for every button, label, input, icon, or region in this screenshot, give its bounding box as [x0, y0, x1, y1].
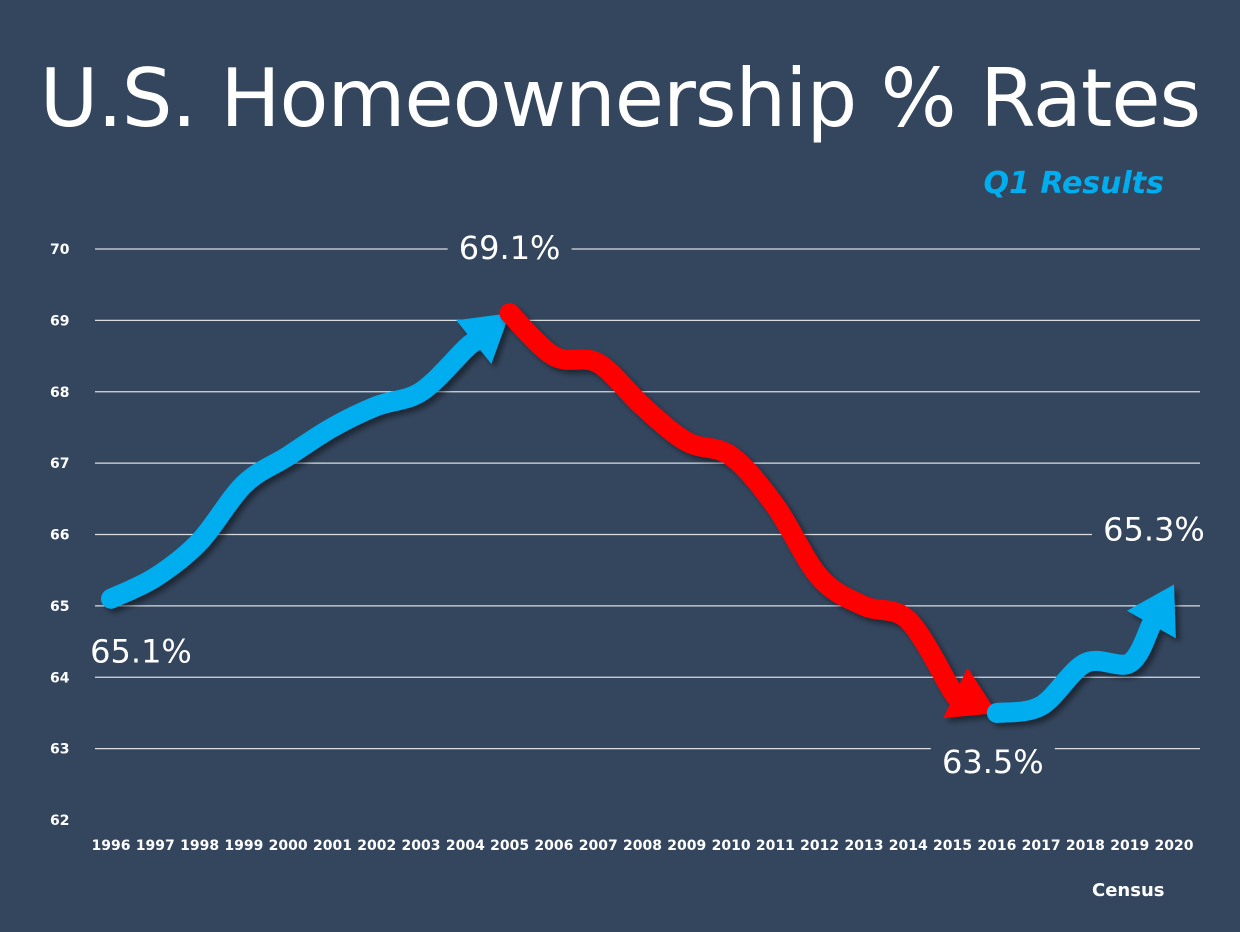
x-tick-label: 1999 [224, 838, 263, 854]
y-tick-label: 67 [50, 456, 69, 472]
trend-line-segment [101, 332, 484, 609]
x-tick-label: 2017 [1022, 838, 1061, 854]
x-tick-label: 2007 [579, 838, 618, 854]
data-label: 65.1% [90, 633, 192, 671]
x-tick-label: 2018 [1066, 838, 1105, 854]
x-tick-label: 2002 [357, 838, 396, 854]
y-tick-label: 68 [50, 385, 69, 401]
chart-subtitle: Q1 Results [983, 166, 1164, 201]
trend-arrow-down [499, 303, 997, 719]
y-tick-label: 69 [50, 313, 69, 329]
y-tick-label: 66 [50, 528, 69, 544]
x-tick-label: 1996 [92, 838, 131, 854]
data-label: 63.5% [942, 743, 1044, 781]
x-tick-label: 2013 [844, 838, 883, 854]
x-tick-label: 2015 [933, 838, 972, 854]
x-tick-label: 2005 [490, 838, 529, 854]
x-tick-label: 2016 [977, 838, 1016, 854]
x-tick-label: 2006 [534, 838, 573, 854]
x-tick-label: 2004 [446, 838, 485, 854]
x-tick-label: 1998 [180, 838, 219, 854]
data-label-background [447, 227, 572, 268]
arrowhead [456, 313, 510, 364]
arrowhead [943, 667, 997, 719]
data-label-background [930, 740, 1055, 781]
y-tick-label: 64 [50, 670, 70, 686]
y-tick-label: 62 [50, 813, 69, 829]
x-tick-label: 2001 [313, 838, 352, 854]
x-tick-label: 2000 [269, 838, 308, 854]
x-tick-label: 2008 [623, 838, 662, 854]
x-tick-label: 2012 [800, 838, 839, 854]
x-tick-label: 2020 [1155, 838, 1194, 854]
x-tick-label: 1997 [136, 838, 175, 854]
x-tick-label: 2011 [756, 838, 795, 854]
y-tick-label: 65 [50, 599, 69, 615]
data-label: 65.3% [1103, 510, 1205, 548]
x-tick-label: 2009 [667, 838, 706, 854]
y-tick-label: 70 [50, 242, 70, 258]
y-tick-label: 63 [50, 742, 69, 758]
data-label-background [1092, 508, 1216, 549]
chart-title: U.S. Homeownership % Rates [39, 52, 1201, 145]
trend-line-segment [499, 303, 967, 708]
trend-arrow-up [101, 313, 510, 609]
arrowhead [1127, 584, 1176, 639]
data-label-background [79, 630, 203, 671]
x-tick-label: 2003 [402, 838, 441, 854]
trend-arrow-up [986, 584, 1176, 723]
x-tick-label: 2014 [889, 838, 928, 854]
source-label: Census [1092, 880, 1165, 901]
x-tick-label: 2010 [712, 838, 751, 854]
trend-line-segment [986, 614, 1162, 723]
data-label: 69.1% [459, 229, 561, 267]
x-tick-label: 2019 [1110, 838, 1149, 854]
